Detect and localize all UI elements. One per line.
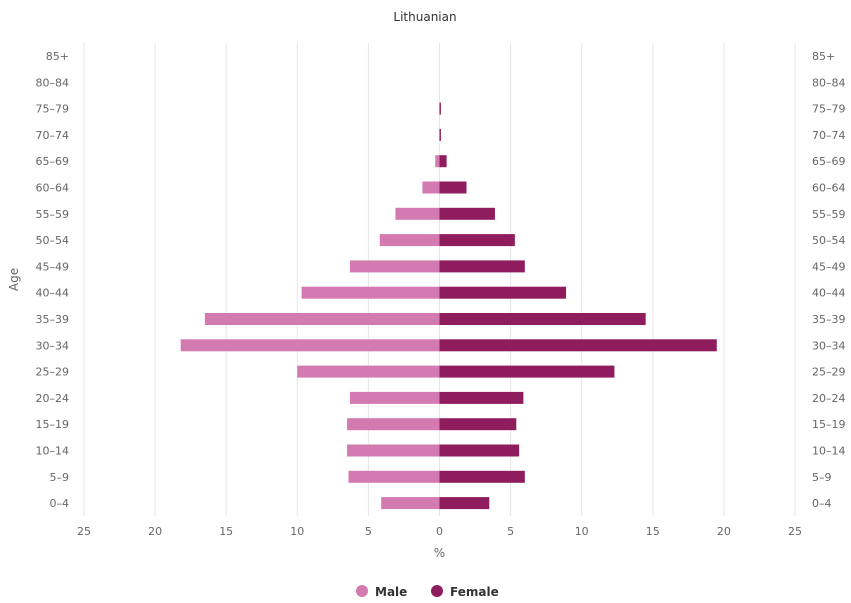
x-tick-label: 25 — [788, 525, 802, 538]
category-label-right: 45–49 — [812, 260, 846, 273]
chart-title: Lithuanian — [393, 10, 456, 24]
bar-female — [439, 181, 467, 194]
category-label-right: 25–29 — [812, 366, 846, 379]
bar-male — [204, 313, 440, 325]
bar-male — [301, 286, 440, 299]
category-label-left: 50–54 — [36, 234, 70, 247]
x-tick-label: 5 — [365, 525, 372, 538]
bar-female — [439, 497, 490, 510]
category-label-left: 5–9 — [50, 471, 70, 484]
x-tick-label: 25 — [77, 525, 91, 538]
category-label-right: 85+ — [812, 50, 835, 63]
bar-female — [439, 391, 524, 404]
bar-male — [347, 444, 440, 457]
x-tick-label: 10 — [290, 525, 304, 538]
category-label-right: 35–39 — [812, 313, 846, 326]
legend-marker — [356, 585, 368, 597]
x-tick-label: 20 — [148, 525, 162, 538]
category-label-left: 65–69 — [36, 155, 70, 168]
category-label-right: 0–4 — [812, 497, 832, 510]
bar-male — [435, 155, 440, 168]
category-label-right: 70–74 — [812, 129, 846, 142]
bar-male — [379, 234, 440, 247]
category-label-left: 20–24 — [36, 392, 70, 405]
x-tick-label: 15 — [219, 525, 233, 538]
x-tick-label: 0 — [436, 525, 443, 538]
bar-female — [439, 444, 520, 457]
category-label-left: 70–74 — [36, 129, 70, 142]
category-label-right: 30–34 — [812, 339, 846, 352]
x-tick-label: 5 — [507, 525, 514, 538]
bar-female — [439, 418, 517, 431]
category-label-right: 20–24 — [812, 392, 846, 405]
category-label-left: 60–64 — [36, 182, 70, 195]
bar-female — [439, 207, 495, 220]
bar-female — [439, 102, 441, 115]
category-label-right: 55–59 — [812, 208, 846, 221]
x-tick-label: 10 — [575, 525, 589, 538]
x-axis-label: % — [434, 546, 445, 560]
category-label-left: 40–44 — [36, 287, 70, 300]
category-label-right: 50–54 — [812, 234, 846, 247]
category-label-right: 80–84 — [812, 76, 846, 89]
category-label-right: 10–14 — [812, 445, 846, 458]
bar-female — [439, 234, 515, 247]
bar-male — [349, 260, 440, 273]
category-label-left: 10–14 — [36, 445, 70, 458]
bar-female — [439, 470, 525, 483]
bar-female — [439, 260, 525, 273]
category-label-left: 45–49 — [36, 260, 70, 273]
legend-label: Male — [375, 585, 407, 599]
category-label-right: 15–19 — [812, 418, 846, 431]
x-tick-label: 15 — [646, 525, 660, 538]
bar-female — [439, 313, 646, 325]
category-label-left: 35–39 — [36, 313, 70, 326]
category-label-left: 25–29 — [36, 366, 70, 379]
bar-male — [422, 181, 440, 194]
category-label-right: 75–79 — [812, 103, 846, 116]
bar-male — [180, 339, 440, 352]
category-label-left: 75–79 — [36, 103, 70, 116]
bar-female — [439, 365, 615, 378]
bar-male — [349, 391, 440, 404]
bar-male — [381, 497, 440, 510]
bar-male — [297, 365, 440, 378]
legend-label: Female — [450, 585, 499, 599]
category-label-left: 55–59 — [36, 208, 70, 221]
legend-marker — [431, 585, 443, 597]
category-label-left: 15–19 — [36, 418, 70, 431]
category-label-right: 60–64 — [812, 182, 846, 195]
category-label-left: 0–4 — [50, 497, 70, 510]
bar-female — [439, 155, 447, 168]
category-label-left: 80–84 — [36, 76, 70, 89]
category-label-left: 30–34 — [36, 339, 70, 352]
bar-male — [347, 418, 440, 431]
bar-male — [348, 470, 440, 483]
category-label-right: 40–44 — [812, 287, 846, 300]
category-label-right: 65–69 — [812, 155, 846, 168]
category-label-right: 5–9 — [812, 471, 832, 484]
category-label-left: 85+ — [46, 50, 69, 63]
bar-male — [395, 207, 440, 220]
y-axis-label: Age — [7, 268, 21, 291]
bar-female — [439, 339, 717, 352]
x-tick-label: 20 — [717, 525, 731, 538]
bar-female — [439, 286, 567, 299]
bar-female — [439, 128, 441, 141]
